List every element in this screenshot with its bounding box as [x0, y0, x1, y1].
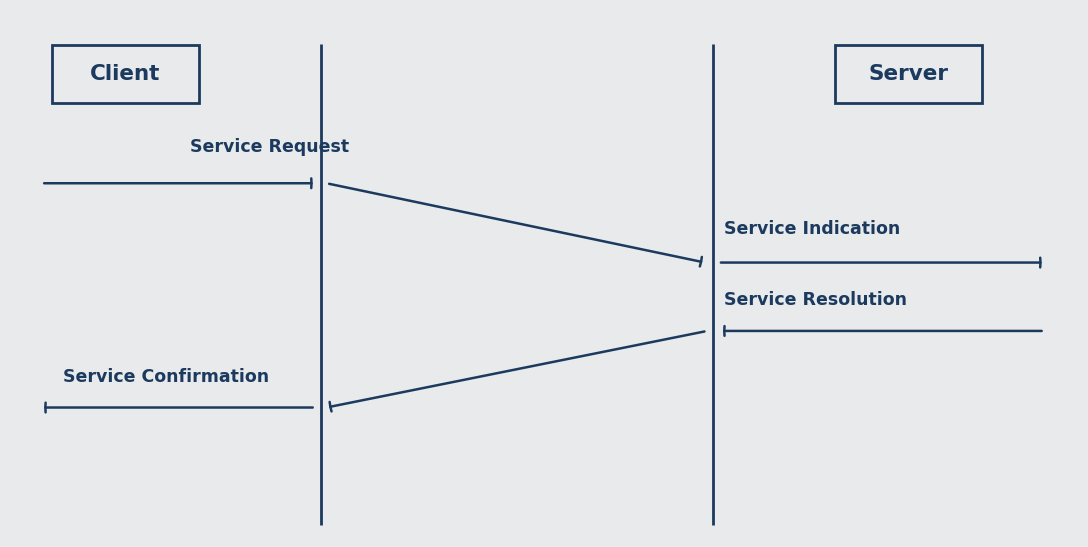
Text: Client: Client — [90, 64, 160, 84]
Bar — [836, 45, 981, 103]
Text: Service Confirmation: Service Confirmation — [63, 368, 269, 386]
Text: Server: Server — [868, 64, 949, 84]
Text: Service Request: Service Request — [190, 138, 349, 156]
Bar — [52, 45, 198, 103]
Text: Service Indication: Service Indication — [724, 220, 900, 238]
Text: Service Resolution: Service Resolution — [724, 291, 906, 309]
